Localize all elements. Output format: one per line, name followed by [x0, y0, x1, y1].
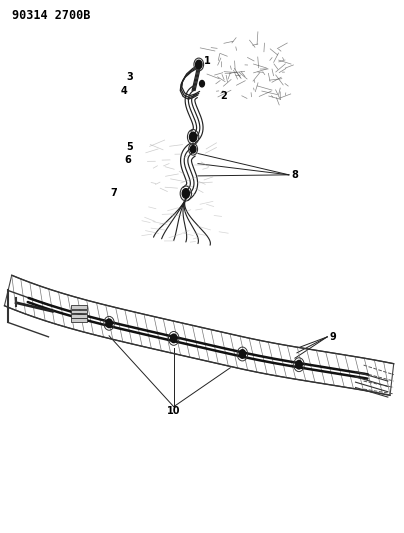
Bar: [71, 310, 87, 313]
Polygon shape: [4, 275, 394, 395]
Circle shape: [182, 189, 189, 198]
Circle shape: [106, 319, 112, 328]
Circle shape: [196, 60, 202, 69]
Text: 5: 5: [126, 142, 133, 151]
Text: 9: 9: [329, 332, 336, 342]
Text: 2: 2: [220, 91, 227, 101]
Text: 7: 7: [110, 189, 117, 198]
Bar: [71, 318, 87, 322]
Circle shape: [190, 146, 196, 153]
Circle shape: [200, 80, 204, 87]
Bar: [71, 314, 87, 318]
Circle shape: [189, 132, 197, 142]
Text: 3: 3: [126, 72, 133, 82]
Circle shape: [170, 334, 177, 343]
Text: 1: 1: [204, 56, 211, 66]
Bar: [71, 305, 87, 309]
Circle shape: [239, 350, 246, 358]
Text: 6: 6: [124, 155, 131, 165]
Text: 8: 8: [291, 170, 298, 180]
Circle shape: [296, 360, 302, 369]
Text: 4: 4: [120, 86, 127, 95]
Text: 10: 10: [167, 407, 181, 416]
Text: 90314 2700B: 90314 2700B: [12, 9, 90, 22]
